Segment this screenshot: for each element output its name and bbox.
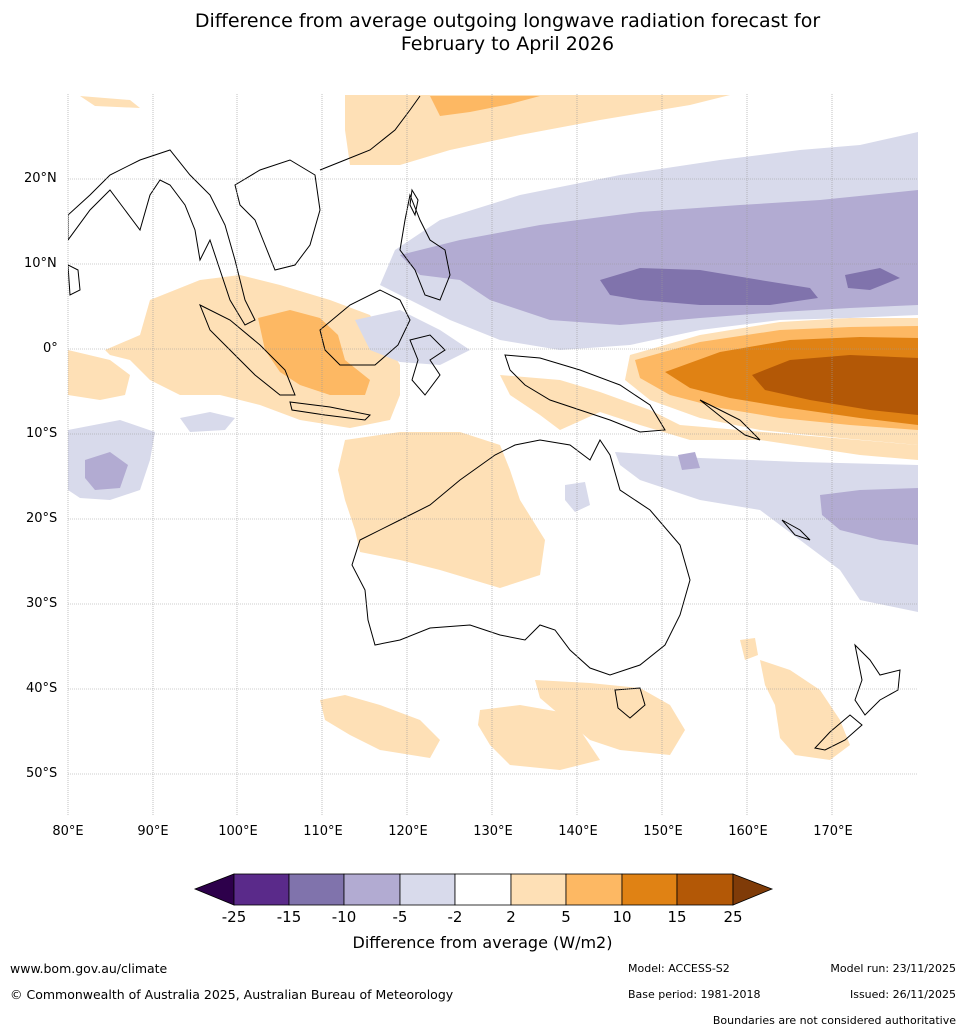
colorbar-tick-label: -15 [276,908,302,926]
lat-label-10s: 10°S [26,426,58,441]
lon-label-90e: 90°E [137,824,169,839]
lon-label-110e: 110°E [303,824,343,839]
coast-new-guinea [504,354,666,433]
colorbar-tick-label: 5 [561,908,571,926]
colorbar-segment-1 [233,873,290,906]
colorbar-segment-2 [288,873,345,906]
lat-label-30s: 30°S [26,596,58,611]
coast-indochina [234,159,321,271]
lon-label-140e: 140°E [558,824,598,839]
contour-philippine-sea-dark-purple [600,268,818,305]
contour-south-pacific-negative [615,452,918,612]
lon-label-170e: 170°E [813,824,853,839]
colorbar [193,873,774,906]
title-line-1: Difference from average outgoing longwav… [194,10,821,32]
coast-asia-mainland [68,149,256,326]
contour-indian-ocean-positive [68,350,130,400]
coast-sulawesi [409,334,446,396]
colorbar-tick-label: 10 [612,908,632,926]
coast-sumatra [199,303,296,396]
colorbar-segment-3 [343,873,401,906]
lon-label-100e: 100°E [218,824,258,839]
coast-china-south [319,95,421,171]
contour-bay-bengal-positive [80,96,140,108]
colorbar-title: Difference from average (W/m2) [352,933,613,952]
footer-model: Model: ACCESS-S2 [628,962,730,975]
coast-new-caledonia [781,519,811,541]
coast-new-zealand-north [854,643,901,716]
footer-issued: Issued: 26/11/2025 [849,988,956,1001]
title-line-2: February to April 2026 [400,33,615,55]
colorbar-tick-label: -25 [221,908,247,926]
contour-southern-ocean-positive-3 [535,680,685,755]
colorbar-segment-4 [399,873,456,906]
colorbar-segment-9 [676,873,734,906]
contour-maritime-west-positive [105,275,400,428]
contour-southern-ocean-positive-1 [320,695,440,758]
lon-label-80e: 80°E [52,824,84,839]
lon-label-160e: 160°E [728,824,768,839]
coast-tasmania [614,687,646,719]
coast-australia [351,439,691,676]
colorbar-segment-8 [621,873,678,906]
contour-borneo-negative [355,310,470,365]
coast-java [289,401,372,421]
footer-website: www.bom.gov.au/climate [10,961,168,976]
colorbar-tick-label: 15 [667,908,687,926]
contour-indian-ocean-purple [85,452,128,490]
lat-label-50s: 50°S [26,766,58,781]
contour-australia-positive [338,432,545,588]
coast-borneo [319,289,411,366]
contour-png-negative [565,482,590,512]
contour-south-pacific-purple [820,488,918,545]
lat-label-0: 0° [43,341,58,356]
lat-label-20n: 20°N [24,171,57,186]
contour-south-pacific-purple-small [678,452,700,470]
footer-model-run: Model run: 23/11/2025 [830,962,956,975]
lon-label-150e: 150°E [643,824,683,839]
coast-new-zealand-south [814,714,863,751]
colorbar-segment-7 [565,873,623,906]
coast-solomon-islands [699,399,761,441]
coast-philippines [399,193,451,301]
colorbar-tick-label: 25 [723,908,743,926]
coast-sri-lanka [68,264,81,296]
contour-coral-sea-band-positive [500,375,918,460]
contour-pacific-dark-purple-small [845,268,900,290]
lat-label-20s: 20°S [26,511,58,526]
anomaly-contours [68,95,918,770]
contour-pacific-brown [752,355,918,415]
contour-sumatra-negative [180,412,235,432]
lat-label-10n: 10°N [24,256,57,271]
colorbar-segment-6 [510,873,567,906]
contour-south-china-positive [345,95,730,165]
coastlines [68,95,901,751]
colorbar-extend-high [732,873,774,906]
contour-tasman-positive-small [740,638,758,660]
colorbar-tick-label: -2 [447,908,463,926]
colorbar-segment-5 [454,873,512,906]
colorbar-tick-label: 2 [506,908,516,926]
colorbar-tick-label: -5 [392,908,408,926]
footer-disclaimer: Boundaries are not considered authoritat… [712,1014,956,1027]
contour-tasman-positive [760,660,850,760]
colorbar-extend-low [193,873,235,906]
contour-south-china-orange [430,96,540,116]
lat-label-40s: 40°S [26,681,58,696]
footer-copyright: © Commonwealth of Australia 2025, Austra… [10,987,454,1002]
lon-label-120e: 120°E [388,824,428,839]
footer-base-period: Base period: 1981-2018 [628,988,761,1001]
lon-label-130e: 130°E [473,824,513,839]
graticule [67,94,918,816]
coast-taiwan [409,188,419,217]
colorbar-tick-label: -10 [331,908,357,926]
map-title: Difference from average outgoing longwav… [0,10,965,56]
